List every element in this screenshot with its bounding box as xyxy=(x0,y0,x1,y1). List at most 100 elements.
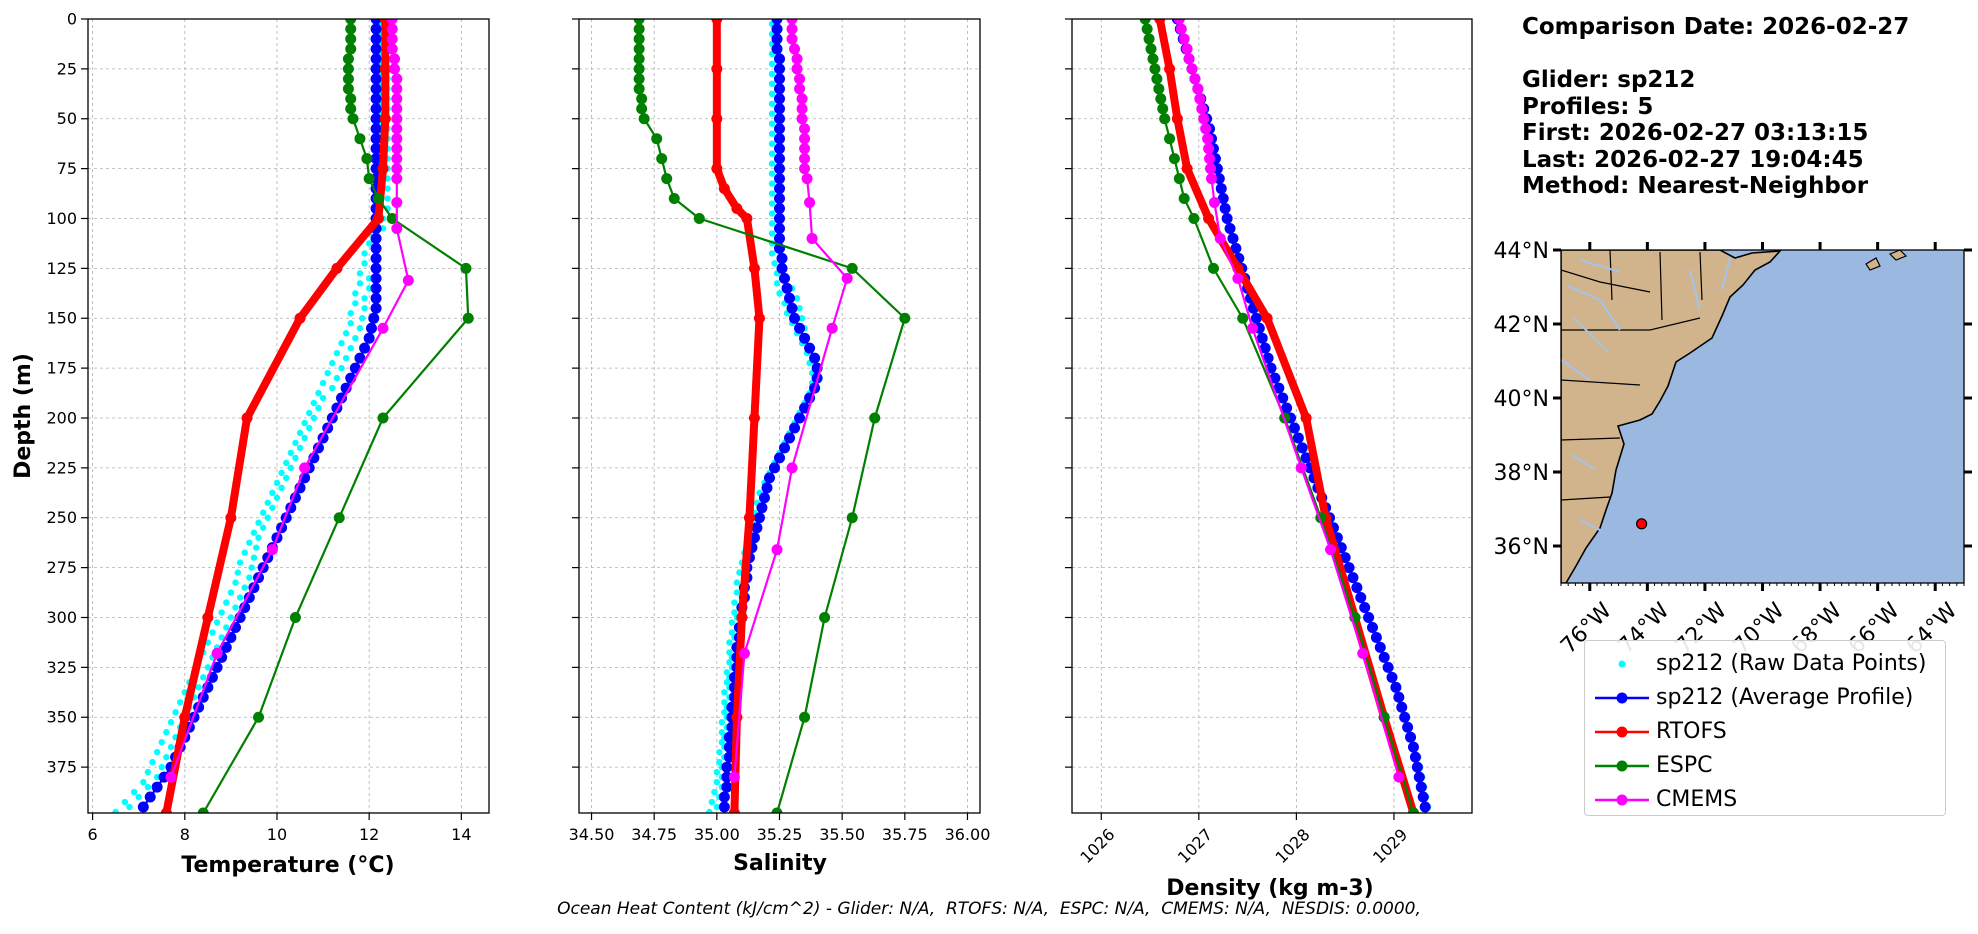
rtofs-profile-point xyxy=(1171,113,1183,125)
average-profile-point xyxy=(1227,232,1239,244)
espc-profile-point xyxy=(656,153,668,165)
y-tick-label: 25 xyxy=(57,59,77,78)
raw-data-point xyxy=(223,599,230,606)
x-tick-label: 36.00 xyxy=(945,825,991,844)
average-profile-point xyxy=(1393,691,1405,703)
raw-data-point xyxy=(234,569,241,576)
espc-profile-point xyxy=(633,33,645,45)
average-profile-point xyxy=(365,322,377,334)
average-profile-point xyxy=(1256,332,1268,344)
raw-data-point xyxy=(768,250,776,257)
raw-data-point xyxy=(167,743,175,751)
average-profile-point xyxy=(774,73,785,85)
y-tick-label: 250 xyxy=(46,508,77,527)
average-profile-point xyxy=(137,801,149,813)
raw-data-point xyxy=(259,524,267,531)
lat-label: 44°N xyxy=(1494,239,1549,264)
raw-data-point xyxy=(773,280,781,287)
average-profile-point xyxy=(1219,203,1231,215)
average-profile-point xyxy=(1339,552,1351,564)
average-profile-point xyxy=(354,352,366,364)
raw-data-point xyxy=(273,479,281,487)
espc-profile-point xyxy=(386,212,398,224)
average-profile-point xyxy=(312,442,324,454)
rtofs-profile-point xyxy=(225,512,237,524)
espc-profile-point xyxy=(460,262,472,274)
rtofs-profile-point xyxy=(711,63,723,75)
espc-profile-point xyxy=(661,173,673,185)
rtofs-profile-point xyxy=(736,611,748,623)
average-profile-point xyxy=(774,153,785,165)
salinity-grid xyxy=(579,18,980,813)
espc-profile-point xyxy=(636,103,648,115)
rtofs-profile-point xyxy=(718,183,730,195)
cmems-profile-point xyxy=(389,63,401,75)
raw-data-point xyxy=(768,230,776,237)
cmems-profile-point xyxy=(794,83,806,95)
raw-data-point xyxy=(255,519,262,526)
raw-data-point xyxy=(282,459,290,467)
cmems-profile-point xyxy=(391,197,403,209)
average-profile-point xyxy=(370,292,382,304)
y-tick-label: 275 xyxy=(46,558,77,577)
density-ticks: 1026 1027 1028 1029 xyxy=(1065,18,1411,867)
raw-data-point xyxy=(269,489,276,497)
raw-data-point xyxy=(365,275,373,282)
y-tick-label: 0 xyxy=(67,10,77,29)
info-block: Comparison Date: 2026-02-27 Glider: sp21… xyxy=(1522,14,1909,200)
raw-data-point xyxy=(236,594,244,601)
raw-data-point xyxy=(768,200,776,207)
raw-data-point xyxy=(365,285,373,292)
espc-profile-point xyxy=(633,73,645,85)
raw-data-point xyxy=(264,514,271,521)
raw-data-point xyxy=(158,763,165,771)
average-profile-point xyxy=(370,33,382,45)
x-tick-label: 35.75 xyxy=(882,825,928,844)
cmems-profile-point xyxy=(1198,113,1210,125)
raw-data-point xyxy=(768,210,776,217)
x-tick-label: 1028 xyxy=(1271,825,1313,867)
average-profile-point xyxy=(211,661,223,673)
rtofs-profile-point xyxy=(1203,212,1215,224)
lat-label: 38°N xyxy=(1494,461,1549,486)
cmems-profile-point xyxy=(165,771,177,783)
average-profile-point xyxy=(1300,452,1312,464)
average-profile-point xyxy=(789,312,801,324)
raw-data-point xyxy=(711,788,718,796)
average-profile-point xyxy=(1351,582,1363,594)
espc-profile-point xyxy=(1178,193,1190,205)
average-profile-point xyxy=(774,183,785,195)
raw-data-point xyxy=(356,325,364,332)
cmems-profile-point xyxy=(1196,103,1208,115)
last-profile-time: Last: 2026-02-27 19:04:45 xyxy=(1522,146,1864,173)
salinity-panel: 34.50 34.75 35.00 35.25 35.50 35.75 36.00 Sali… xyxy=(569,18,991,876)
raw-data-point xyxy=(149,758,156,766)
x-tick-label: 6 xyxy=(88,825,98,844)
average-profile-point xyxy=(1277,392,1289,404)
cmems-profile-point xyxy=(1189,73,1201,85)
raw-data-point xyxy=(768,110,776,117)
average-profile-point xyxy=(1215,183,1227,195)
average-profile-point xyxy=(763,472,775,484)
espc-profile-point xyxy=(651,133,663,145)
average-profile-point xyxy=(370,282,382,294)
espc-profile-point xyxy=(638,113,650,125)
raw-data-point xyxy=(292,454,299,462)
average-profile-point xyxy=(779,442,791,454)
raw-data-point xyxy=(333,374,341,382)
cmems-profile-point xyxy=(391,163,403,175)
cmems-profile-point xyxy=(1246,322,1258,334)
salinity-ticks: 34.50 34.75 35.00 35.25 35.50 35.75 36.00 xyxy=(569,18,991,844)
average-profile-point xyxy=(753,512,765,524)
average-profile-point xyxy=(1417,791,1429,803)
average-profile-point xyxy=(1281,402,1293,414)
legend: sp212 (Raw Data Points) sp212 (Average P… xyxy=(1584,640,1946,816)
cmems-profile-point xyxy=(796,103,808,115)
cmems-profile-point xyxy=(1192,83,1204,95)
first-profile-time: First: 2026-02-27 03:13:15 xyxy=(1522,120,1869,146)
average-profile-point xyxy=(359,342,371,354)
y-tick-label: 200 xyxy=(46,408,77,427)
average-profile-point xyxy=(771,23,783,35)
average-profile-point xyxy=(144,791,156,803)
legend-item-rtofs: RTOFS xyxy=(1585,715,1945,749)
